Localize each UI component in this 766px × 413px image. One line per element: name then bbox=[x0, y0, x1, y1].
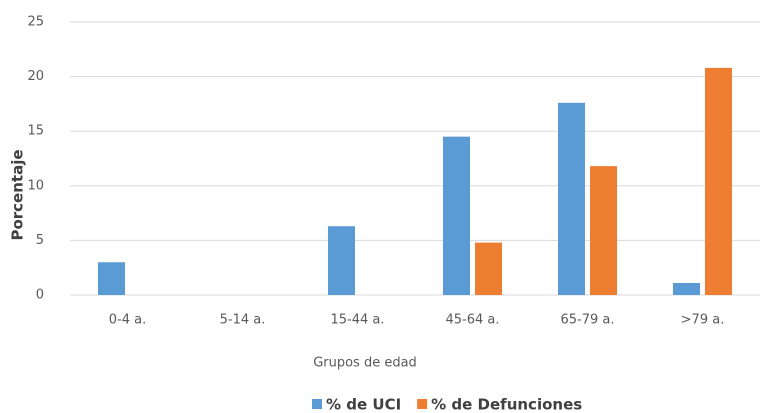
x-tick-label: 65-79 a. bbox=[560, 313, 614, 328]
bar bbox=[475, 242, 502, 295]
y-tick-label: 0 bbox=[36, 288, 44, 303]
legend-swatch bbox=[417, 399, 428, 409]
bar bbox=[590, 166, 617, 295]
bar bbox=[443, 136, 470, 295]
x-axis-label: Grupos de edad bbox=[313, 356, 417, 371]
bar bbox=[705, 67, 732, 295]
legend-label: % de UCI bbox=[326, 396, 401, 413]
y-axis-label: Porcentaje bbox=[9, 149, 27, 240]
x-tick-label: 0-4 a. bbox=[109, 313, 146, 328]
bar bbox=[673, 282, 700, 295]
x-tick-label: 45-64 a. bbox=[445, 313, 499, 328]
legend-label: % de Defunciones bbox=[431, 396, 582, 413]
bar bbox=[558, 102, 585, 295]
bar bbox=[98, 262, 125, 295]
y-tick-label: 25 bbox=[27, 15, 44, 30]
y-tick-label: 10 bbox=[27, 178, 44, 193]
x-tick-label: >79 a. bbox=[681, 313, 725, 328]
y-tick-label: 20 bbox=[27, 69, 44, 84]
legend-swatch bbox=[312, 399, 322, 409]
bar bbox=[328, 226, 355, 295]
y-tick-label: 15 bbox=[27, 124, 44, 139]
y-tick-label: 5 bbox=[36, 233, 44, 248]
x-tick-label: 15-44 a. bbox=[330, 313, 384, 328]
x-tick-label: 5-14 a. bbox=[220, 313, 266, 328]
